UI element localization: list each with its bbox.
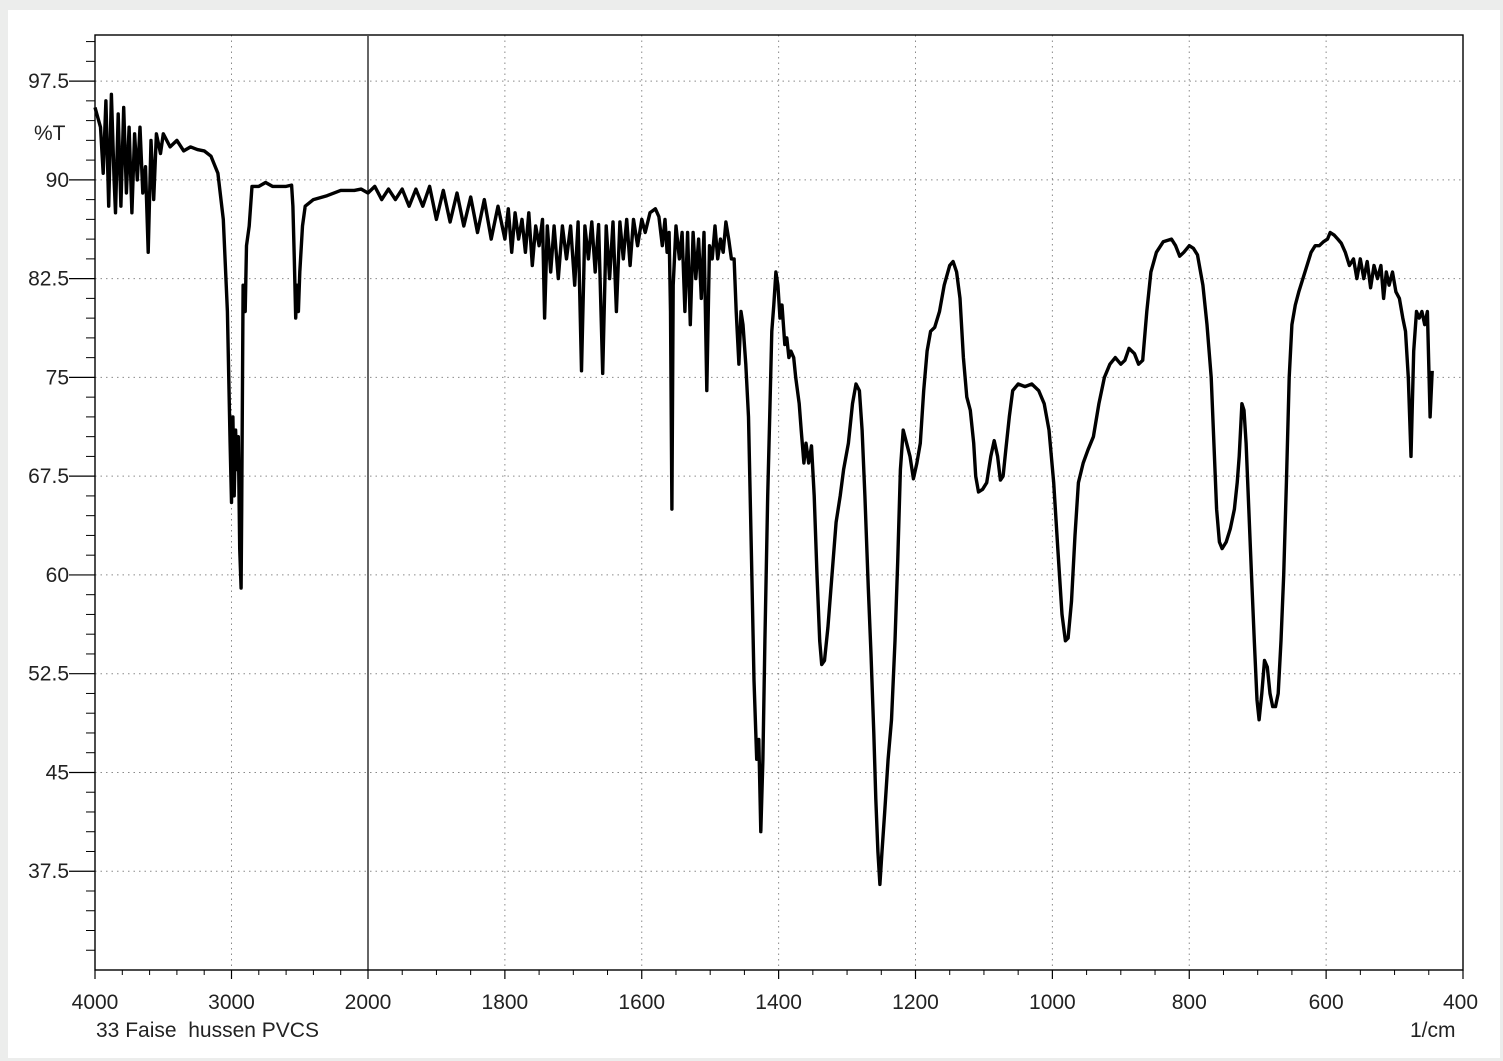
x-tick-label: 1600 [618,991,665,1014]
x-tick-label: 1200 [892,991,939,1014]
x-axis: 4000 3000 2000 1800 1600 1400 1200 1000 800 600 40… [72,970,1478,1014]
y-tick-label: 75 [46,366,69,389]
y-tick-label: 37.5 [28,860,69,883]
y-axis-label: %T [34,122,66,145]
x-tick-label: 1000 [1029,991,1076,1014]
x-axis-unit-label: 1/cm [1410,1019,1456,1042]
spectrum-series-line [93,92,1434,887]
y-axis: 97.5 90 82.5 75 67.5 60 52.5 45 37.5 [28,41,95,951]
x-tick-label: 800 [1172,991,1207,1014]
x-tick-label: 400 [1443,991,1478,1014]
x-tick-label: 2000 [345,991,392,1014]
x-tick-label: 4000 [72,991,119,1014]
x-tick-label: 3000 [208,991,255,1014]
y-tick-label: 82.5 [28,268,69,291]
y-tick-label: 60 [46,564,69,587]
spectrum-caption: 33 Faise hussen PVCS [96,1019,319,1042]
x-tick-label: 1800 [482,991,529,1014]
plot-frame [94,34,1464,971]
y-tick-label: 97.5 [28,70,69,93]
x-tick-label: 600 [1309,991,1344,1014]
y-tick-label: 45 [46,761,69,784]
y-tick-label: 67.5 [28,465,69,488]
y-tick-label: 52.5 [28,663,69,686]
x-tick-label: 1400 [755,991,802,1014]
y-tick-label: 90 [46,169,69,192]
